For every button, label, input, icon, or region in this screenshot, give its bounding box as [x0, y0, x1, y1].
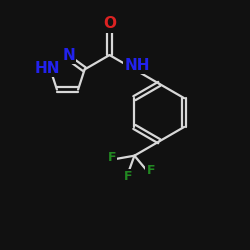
Text: F: F	[108, 151, 116, 164]
Text: N: N	[62, 48, 75, 63]
Text: F: F	[124, 170, 133, 183]
Text: NH: NH	[124, 58, 150, 73]
Text: F: F	[146, 164, 155, 177]
Text: HN: HN	[35, 61, 60, 76]
Text: O: O	[103, 16, 116, 31]
